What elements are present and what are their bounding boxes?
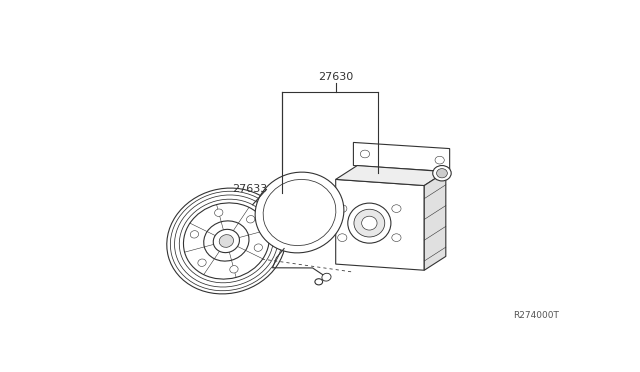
Ellipse shape <box>230 266 238 273</box>
Ellipse shape <box>354 209 385 237</box>
Polygon shape <box>424 172 446 270</box>
Ellipse shape <box>433 166 451 181</box>
Ellipse shape <box>436 169 447 178</box>
Ellipse shape <box>348 203 391 243</box>
Ellipse shape <box>214 209 223 217</box>
Text: 27633: 27633 <box>232 185 267 195</box>
Polygon shape <box>336 166 446 186</box>
Ellipse shape <box>204 221 249 261</box>
Ellipse shape <box>338 234 347 241</box>
Ellipse shape <box>362 216 377 230</box>
Polygon shape <box>353 142 450 172</box>
Polygon shape <box>336 179 424 270</box>
Ellipse shape <box>338 205 347 212</box>
Ellipse shape <box>255 172 344 253</box>
Ellipse shape <box>246 216 255 223</box>
Ellipse shape <box>167 188 286 294</box>
Ellipse shape <box>392 234 401 241</box>
Ellipse shape <box>190 231 198 238</box>
Ellipse shape <box>198 259 206 266</box>
Ellipse shape <box>360 150 369 158</box>
Ellipse shape <box>315 279 323 285</box>
Text: 27630: 27630 <box>318 71 353 81</box>
Ellipse shape <box>170 191 282 291</box>
Ellipse shape <box>263 179 336 246</box>
Ellipse shape <box>175 195 278 287</box>
Ellipse shape <box>213 230 239 253</box>
Ellipse shape <box>322 273 331 281</box>
Text: R274000T: R274000T <box>513 311 559 320</box>
Ellipse shape <box>392 205 401 212</box>
Ellipse shape <box>220 235 234 247</box>
Ellipse shape <box>435 156 444 164</box>
Ellipse shape <box>184 203 269 279</box>
Ellipse shape <box>254 244 262 251</box>
Ellipse shape <box>179 199 273 283</box>
